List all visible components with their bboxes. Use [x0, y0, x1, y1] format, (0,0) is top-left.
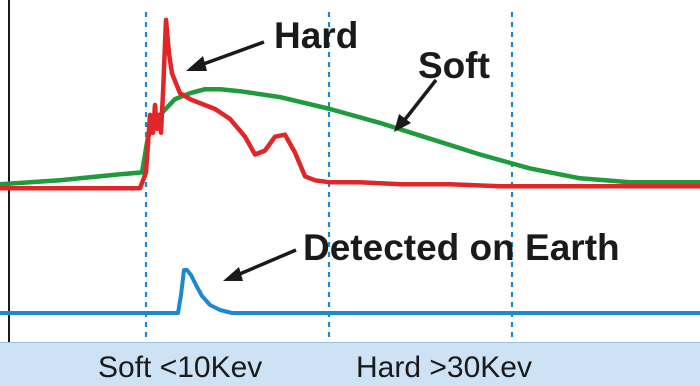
hard-arrow	[197, 40, 265, 68]
light-curve-chart: Hard Soft Detected on Earth	[0, 0, 700, 342]
series-lines	[0, 17, 700, 315]
soft-series-line	[0, 86, 700, 187]
soft-label: Soft	[418, 45, 490, 86]
hard-label: Hard	[274, 15, 358, 56]
earth-arrow	[234, 248, 297, 278]
energy-band-footer: Soft <10Kev Hard >30Kev	[0, 342, 700, 386]
hard-arrowhead	[186, 56, 207, 71]
earth-arrowhead	[223, 267, 243, 281]
soft-arrow	[401, 78, 438, 124]
detected-on-earth-label: Detected on Earth	[303, 227, 620, 268]
soft-band-label: Soft <10Kev	[98, 351, 263, 384]
detected-on-earth-series-line	[0, 268, 700, 315]
hard-series-line	[0, 17, 700, 191]
annotation-arrows	[186, 40, 438, 281]
hard-band-label: Hard >30Kev	[356, 351, 532, 384]
soft-arrowhead	[394, 114, 411, 132]
